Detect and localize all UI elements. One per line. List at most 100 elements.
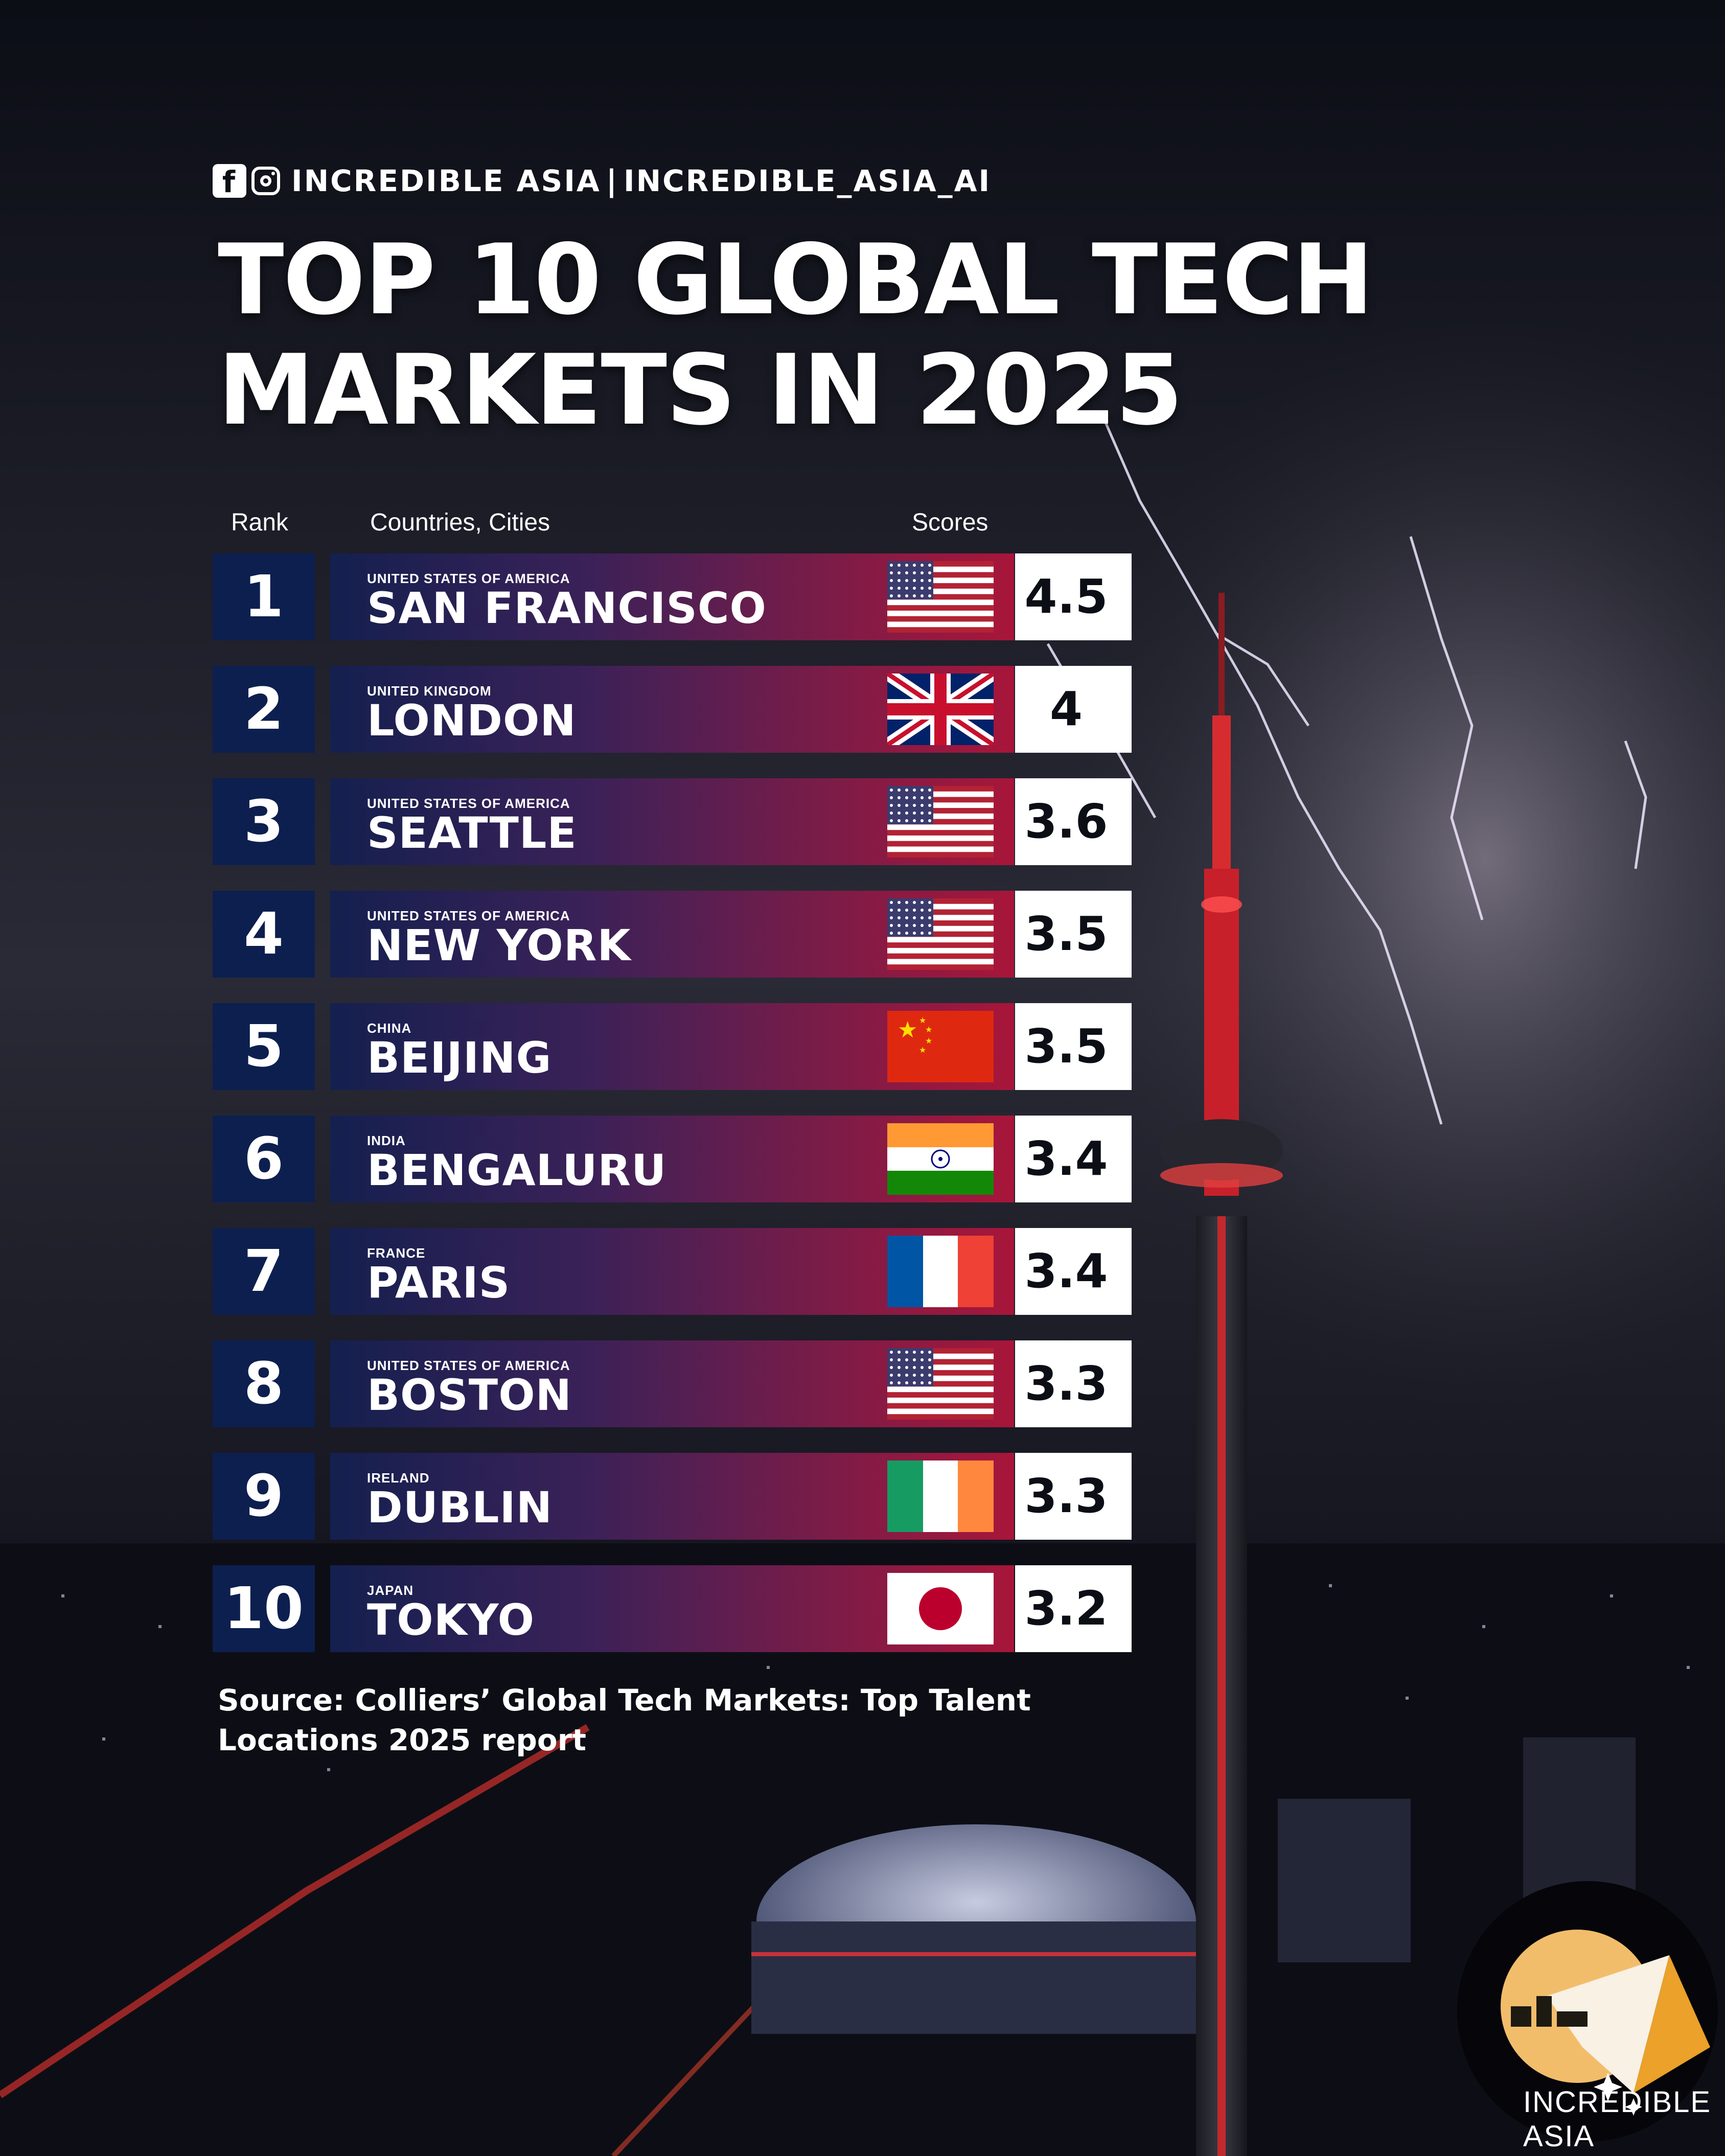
rank-cell: 2 [213,666,315,753]
rank-cell: 7 [213,1228,315,1315]
city-bar: INDIA BENGALURU 3.4 [330,1116,1132,1202]
score-cell: 3.2 [1015,1565,1132,1652]
country-label: CHINA [367,1021,412,1036]
table-row: 10 JAPAN TOKYO 3.2 [213,1565,1132,1652]
rank-cell: 6 [213,1116,315,1202]
source-note: Source: Colliers’ Global Tech Markets: T… [218,1680,1036,1760]
score-value: 3.3 [1024,1356,1108,1411]
country-label: INDIA [367,1133,406,1148]
flag-us-icon [887,786,994,857]
city-label: SEATTLE [367,808,577,858]
rank-cell: 10 [213,1565,315,1652]
table-row: 5 CHINA BEIJING ★ ★ ★ ★ ★ 3.5 [213,1003,1132,1090]
city-bar: CHINA BEIJING ★ ★ ★ ★ ★ 3.5 [330,1003,1132,1090]
svg-text:★: ★ [898,1017,917,1043]
table-row: 7 FRANCE PARIS 3.4 [213,1228,1132,1315]
column-header-rank: Rank [231,509,289,536]
score-cell: 3.3 [1015,1453,1132,1540]
score-cell: 4 [1015,666,1132,753]
instagram-icon[interactable] [251,167,280,195]
score-cell: 4.5 [1015,553,1132,640]
svg-text:★: ★ [919,1015,926,1025]
city-label: LONDON [367,696,577,746]
source-line-2: Locations 2025 report [218,1723,587,1757]
flag-ie-icon [887,1460,994,1532]
score-cell: 3.5 [1015,891,1132,978]
country-label: UNITED KINGDOM [367,683,492,699]
country-label: IRELAND [367,1470,430,1486]
city-label: SAN FRANCISCO [367,583,767,633]
rank-cell: 8 [213,1340,315,1427]
flag-us-icon [887,1348,994,1420]
flag-cn-icon: ★ ★★★★ [887,1011,994,1082]
title-line-2: MARKETS IN 2025 [218,334,1183,447]
column-header-cities: Countries, Cities [370,509,550,536]
table-row: 8 UNITED STATES OF AMERICA BOSTON 3.3 [213,1340,1132,1427]
city-label: PARIS [367,1258,511,1308]
city-bar: UNITED STATES OF AMERICA SEATTLE 3.6 [330,778,1132,865]
country-label: JAPAN [367,1583,414,1598]
country-label: UNITED STATES OF AMERICA [367,908,570,923]
city-bar: UNITED STATES OF AMERICA BOSTON 3.3 [330,1340,1132,1427]
score-value: 3.4 [1024,1244,1108,1299]
score-value: 4.5 [1024,569,1108,624]
table-row: 3 UNITED STATES OF AMERICA SEATTLE 3.6 [213,778,1132,865]
score-cell: 3.4 [1015,1116,1132,1202]
table-row: 9 IRELAND DUBLIN 3.3 [213,1453,1132,1540]
city-label: DUBLIN [367,1482,553,1533]
country-label: UNITED STATES OF AMERICA [367,796,570,811]
score-value: 4 [1049,682,1083,736]
city-label: BOSTON [367,1370,572,1420]
flag-in-icon [887,1123,994,1195]
table-row: 4 UNITED STATES OF AMERICA NEW YORK 3.5 [213,891,1132,978]
logo-text: INCREDIBLE ASIA [1523,2085,1712,2153]
source-line-1: Source: Colliers’ Global Tech Markets: T… [218,1683,1031,1718]
rank-cell: 1 [213,553,315,640]
rank-cell: 5 [213,1003,315,1090]
rank-cell: 4 [213,891,315,978]
column-header-scores: Scores [912,509,988,536]
city-label: NEW YORK [367,920,631,970]
brand-header: f INCREDIBLE ASIA | INCREDIBLE_ASIA_AI [213,161,991,200]
flag-us-icon [887,898,994,970]
brand-separator: | [606,164,618,198]
city-label: TOKYO [367,1595,535,1645]
flag-fr-icon [887,1236,994,1307]
table-row: 2 UNITED KINGDOM LONDON 4 [213,666,1132,753]
city-bar: UNITED KINGDOM LONDON 4 [330,666,1132,753]
brand-name: INCREDIBLE ASIA [291,164,601,198]
score-cell: 3.3 [1015,1340,1132,1427]
svg-text:★: ★ [925,1036,932,1046]
city-label: BEIJING [367,1033,552,1083]
cn-tower [1160,593,1283,2156]
city-label: BENGALURU [367,1145,667,1195]
score-value: 3.5 [1024,907,1108,961]
score-value: 3.6 [1024,794,1108,849]
table-row: 1 UNITED STATES OF AMERICA SAN FRANCISCO 4.… [213,553,1132,640]
svg-text:★: ★ [919,1045,926,1055]
city-bar: JAPAN TOKYO 3.2 [330,1565,1132,1652]
score-cell: 3.6 [1015,778,1132,865]
score-value: 3.5 [1024,1019,1108,1074]
city-bar: UNITED STATES OF AMERICA SAN FRANCISCO 4.5 [330,553,1132,640]
city-bar: UNITED STATES OF AMERICA NEW YORK 3.5 [330,891,1132,978]
brand-handle: INCREDIBLE_ASIA_AI [624,164,992,198]
city-bar: IRELAND DUBLIN 3.3 [330,1453,1132,1540]
country-label: UNITED STATES OF AMERICA [367,1358,570,1373]
rank-cell: 9 [213,1453,315,1540]
city-bar: FRANCE PARIS 3.4 [330,1228,1132,1315]
flag-jp-icon [887,1573,994,1644]
incredible-asia-logo [1457,1881,1718,2142]
rank-cell: 3 [213,778,315,865]
title-line-1: TOP 10 GLOBAL TECH [218,223,1374,336]
score-cell: 3.5 [1015,1003,1132,1090]
country-label: UNITED STATES OF AMERICA [367,571,570,586]
facebook-icon[interactable]: f [213,164,246,199]
flag-us-icon [887,561,994,633]
flag-uk-icon [887,674,994,745]
score-cell: 3.4 [1015,1228,1132,1315]
table-row: 6 INDIA BENGALURU 3.4 [213,1116,1132,1202]
score-value: 3.3 [1024,1469,1108,1523]
score-value: 3.4 [1024,1131,1108,1186]
score-value: 3.2 [1024,1581,1108,1636]
